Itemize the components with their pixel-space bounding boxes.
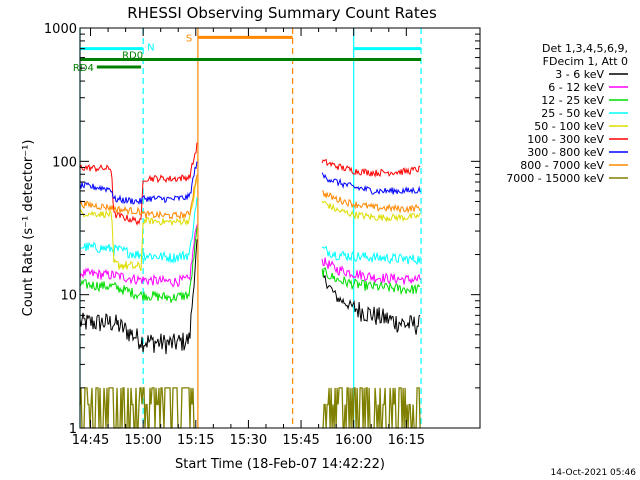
series-trace [321,245,421,266]
series-3-6-kev [79,239,421,355]
series-trace [321,172,421,195]
legend-entry-label: 3 - 6 keV [555,68,604,81]
x-tick-label: 15:45 [282,433,319,448]
legend-entry-label: 50 - 100 keV [534,120,604,133]
series-7000-15000-kev [79,387,421,429]
x-tick-label: 14:45 [72,433,109,448]
series-25-50-kev [79,197,421,266]
x-axis: 14:45 15:00 15:15 15:30 15:45 16:00 16:15 [72,28,425,448]
series-trace [79,174,198,221]
x-tick-label: 15:00 [124,433,161,448]
series-trace [321,270,421,335]
y-tick-label: 10 [60,289,77,304]
series-trace [321,267,421,296]
x-axis-label: Start Time (18-Feb-07 14:42:22) [175,457,385,472]
series-trace [79,387,195,429]
series-50-100-kev [79,178,421,271]
footer-timestamp: 14-Oct-2021 05:46 [551,468,637,478]
legend-entry-label: 7000 - 15000 keV [506,172,604,185]
legend-entry-label: 12 - 25 keV [541,94,604,107]
series-800-7000-kev [79,174,421,221]
y-tick-label: 100 [52,155,77,170]
y-tick-label: 1 [69,422,77,437]
plot-frame [79,27,481,429]
series-100-300-kev [79,142,421,226]
saa-label: S [186,33,192,44]
series-trace [79,197,198,265]
series-trace [79,227,198,303]
legend-header-line: FDecim 1, Att 0 [543,55,628,68]
chart-title: RHESSI Observing Summary Count Rates [127,4,437,22]
y-tick-label: 1000 [44,22,77,37]
legend: Det 1,3,4,5,6,9,FDecim 1, Att 03 - 6 keV… [506,42,628,185]
legend-entry-label: 800 - 7000 keV [520,159,604,172]
series-trace [321,257,421,285]
series-12-25-kev [79,227,421,303]
series-6-12-kev [79,224,421,288]
series-trace [79,178,198,271]
y-axis: 1 10 100 1000 [44,22,480,437]
series-trace [79,239,198,355]
x-tick-label: 16:15 [388,433,425,448]
series-trace [322,190,421,214]
series-trace [79,161,198,205]
rd0-label: RD0 [122,51,143,62]
legend-entry-label: 100 - 300 keV [527,133,604,146]
series-trace [321,200,421,223]
y-axis-label: Count Rate (s⁻¹ detector⁻¹) [21,140,36,317]
legend-header-line: Det 1,3,4,5,6,9, [542,42,628,55]
x-tick-label: 15:15 [177,433,214,448]
legend-entry-label: 25 - 50 keV [541,107,604,120]
x-tick-label: 16:00 [335,433,372,448]
x-tick-label: 15:30 [230,433,267,448]
series-trace [79,142,198,226]
series-300-800-kev [79,161,421,205]
series-layer [79,142,421,429]
night-label: N [147,43,154,54]
series-trace [321,158,421,178]
series-trace [322,387,421,429]
legend-entry-label: 6 - 12 keV [548,81,604,94]
series-trace [79,224,198,288]
legend-entry-label: 300 - 800 keV [527,146,604,159]
